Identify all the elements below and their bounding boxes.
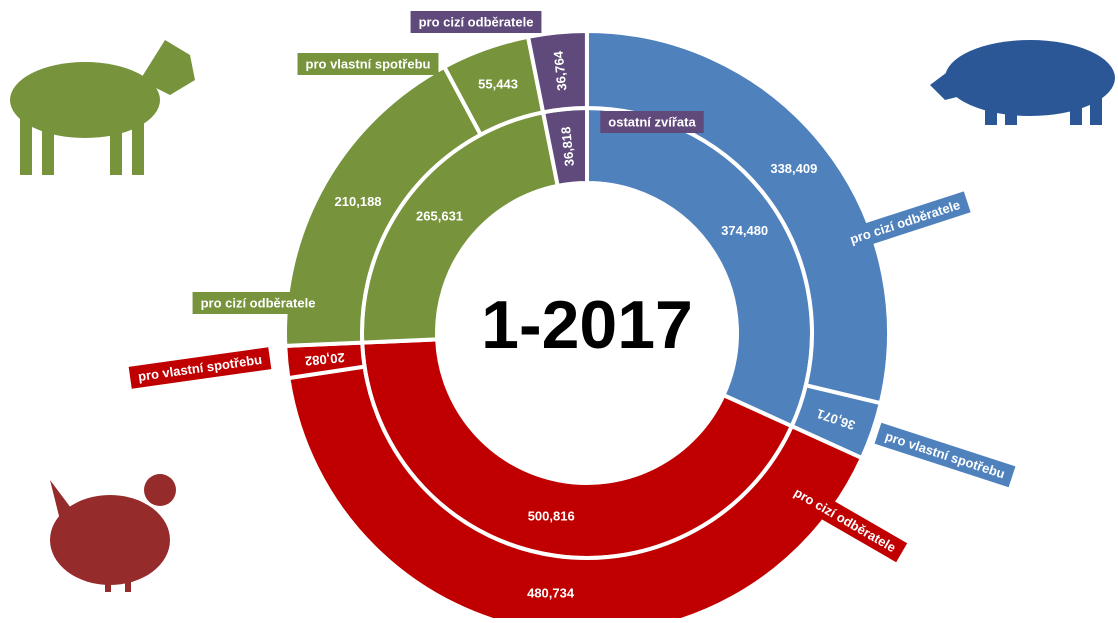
callout-box — [839, 191, 971, 253]
segment-name: pro vlastní spotřebu — [883, 428, 1007, 481]
callout-box — [297, 53, 439, 75]
callout: pro vlastní spotřebu — [128, 347, 272, 389]
value-label: 210,188 — [335, 194, 382, 209]
callout-box — [600, 111, 704, 133]
outer-segment — [525, 28, 589, 115]
segment-name: pro vlastní spotřebu — [306, 56, 431, 71]
segment-name: pro vlastní spotřebu — [137, 352, 263, 384]
callout-box — [410, 11, 542, 33]
callout-box — [192, 292, 324, 314]
value-label: 374,480 — [721, 223, 768, 238]
value-label: 36,764 — [551, 50, 570, 92]
callout: pro vlastní spotřebu — [297, 53, 439, 75]
center-label: 1-2017 — [481, 287, 693, 363]
callout-box — [782, 477, 908, 563]
segment-name: pro cizí odběratele — [419, 14, 534, 29]
outer-segment — [585, 28, 891, 406]
callout-box — [128, 347, 272, 389]
callout: pro cizí odběratele — [192, 292, 324, 314]
callout-box — [874, 422, 1016, 488]
value-label: 55,443 — [478, 76, 518, 91]
callout: pro vlastní spotřebu — [874, 422, 1016, 488]
callout: ostatní zvířata — [600, 111, 704, 133]
value-label: 20,082 — [304, 350, 345, 369]
outer-segment — [286, 364, 865, 623]
hen-icon — [50, 474, 176, 592]
cow-icon — [10, 40, 195, 175]
value-label: 265,631 — [416, 209, 463, 224]
callout: pro cizí odběratele — [410, 11, 542, 33]
segment-name: pro cizí odběratele — [201, 295, 316, 310]
value-label: 480,734 — [527, 585, 575, 600]
value-label: 500,816 — [528, 508, 575, 523]
value-label: 338,409 — [770, 161, 817, 176]
segment-name: ostatní zvířata — [608, 114, 696, 129]
pig-icon — [930, 40, 1115, 125]
value-label: 36,818 — [558, 126, 577, 167]
